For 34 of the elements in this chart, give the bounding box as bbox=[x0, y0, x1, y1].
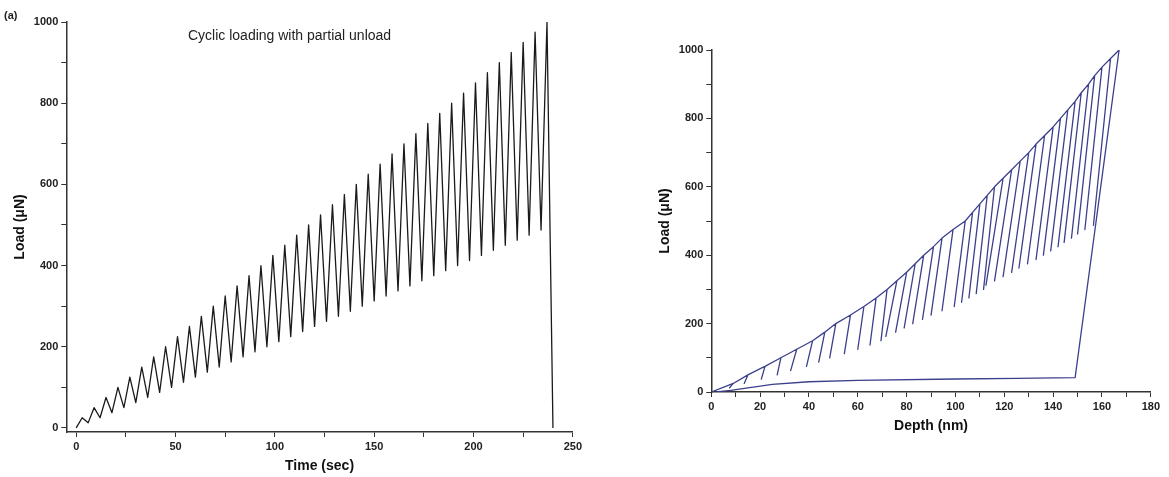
x-tick-label: 50 bbox=[169, 439, 182, 452]
y-tick-label: 1000 bbox=[33, 15, 59, 28]
y-tick-label: 600 bbox=[39, 177, 59, 190]
x-tick-label: 0 bbox=[73, 439, 80, 452]
y-tick-label: 400 bbox=[684, 248, 704, 261]
text: (a) bbox=[4, 9, 18, 22]
y-tick-label: 200 bbox=[39, 339, 59, 352]
x-tick-label: 100 bbox=[946, 399, 965, 412]
y-tick-label: 0 bbox=[697, 385, 704, 398]
x-tick-label: 200 bbox=[464, 439, 483, 452]
y-tick-label: 800 bbox=[39, 96, 59, 109]
y-tick-label: 600 bbox=[684, 179, 704, 192]
x-tick-label: 60 bbox=[851, 399, 864, 412]
x-tick-label: 80 bbox=[900, 399, 913, 412]
y-tick-label: 200 bbox=[684, 316, 704, 329]
y-tick-label: 0 bbox=[52, 420, 59, 433]
y-axis-title: Load (μN) bbox=[656, 188, 673, 254]
annotation: Cyclic loading with partial unload bbox=[187, 26, 392, 43]
x-axis-title: Time (sec) bbox=[285, 457, 355, 474]
y-axis-title: Load (μN) bbox=[11, 194, 28, 260]
x-tick-label: 150 bbox=[365, 439, 384, 452]
x-axis-title: Depth (nm) bbox=[894, 417, 968, 434]
x-tick-label: 0 bbox=[708, 399, 715, 412]
x-tick-label: 140 bbox=[1043, 399, 1063, 412]
x-tick-label: 20 bbox=[753, 399, 767, 412]
x-tick-label: 180 bbox=[1141, 399, 1160, 412]
x-tick-label: 120 bbox=[995, 399, 1014, 412]
x-tick-label: 100 bbox=[265, 439, 285, 452]
y-tick-label: 1000 bbox=[678, 43, 704, 56]
x-tick-label: 250 bbox=[563, 439, 582, 452]
y-tick-label: 800 bbox=[684, 111, 704, 124]
x-tick-label: 160 bbox=[1092, 399, 1112, 412]
y-tick-label: 400 bbox=[39, 258, 59, 271]
x-tick-label: 40 bbox=[802, 399, 816, 412]
